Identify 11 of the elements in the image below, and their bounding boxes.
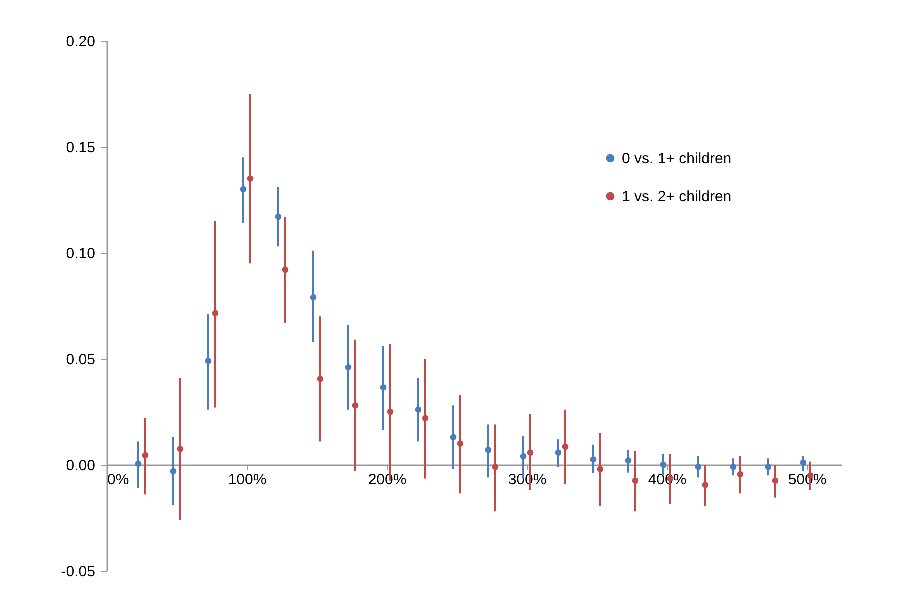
- y-tick-label: -0.05: [61, 564, 96, 580]
- x-tick-label: 200%: [368, 472, 407, 488]
- y-tick-label: 0.15: [66, 140, 96, 156]
- legend-label: 1 vs. 2+ children: [622, 188, 732, 206]
- y-tick-label: 0.10: [66, 246, 96, 262]
- y-tick-label: 0.20: [66, 34, 96, 50]
- legend-label: 0 vs. 1+ children: [622, 150, 732, 168]
- x-tick-label: 100%: [228, 472, 267, 488]
- x-tick-label: 0%: [108, 472, 130, 488]
- y-tick-label: 0.05: [66, 352, 96, 368]
- y-tick-label: 0.00: [66, 458, 96, 474]
